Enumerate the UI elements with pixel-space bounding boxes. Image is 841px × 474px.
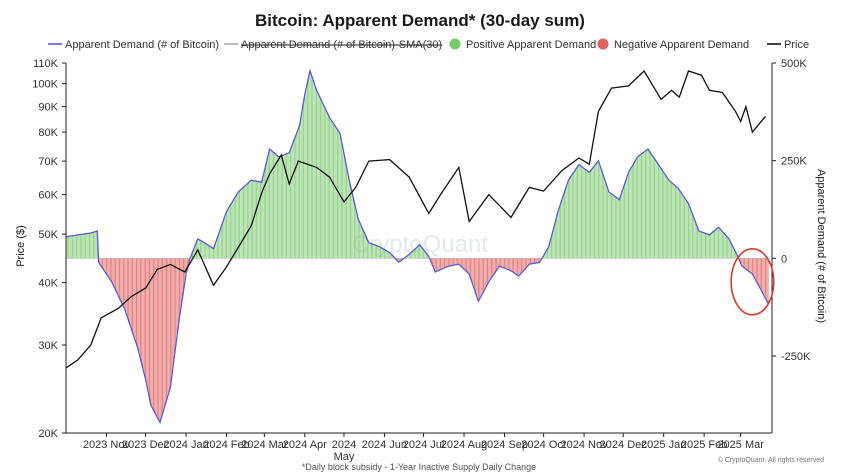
highlight-circle xyxy=(730,247,775,316)
right-tick-label: 250K xyxy=(781,156,807,168)
left-axis: 110K 100K 90K 80K 70K 60K 50K 40K 30K 20K xyxy=(32,58,67,440)
price-line xyxy=(65,69,766,369)
x-tick-label: 2024 Aug xyxy=(441,439,488,451)
left-tick-label: 40K xyxy=(38,278,58,290)
x-tick-label: 2024 xyxy=(332,439,356,451)
price-line-group xyxy=(65,69,766,369)
right-axis-title: Apparent Demand (# of Bitcoin) xyxy=(815,169,827,323)
legend-item: Apparent Demand (# of Bitcoin) xyxy=(48,39,219,51)
footnote: *Daily block subsidy - 1-Year Inactive S… xyxy=(302,462,536,472)
x-tick-label: 2024 Nov xyxy=(561,439,609,451)
x-tick-label: 2024 Apr xyxy=(283,439,327,451)
left-tick-label: 50K xyxy=(38,229,58,241)
x-tick-label: 2024 Mar xyxy=(241,439,288,451)
legend-label: Price xyxy=(784,39,809,51)
legend-swatch xyxy=(449,38,461,50)
left-tick-label: 80K xyxy=(38,127,58,139)
x-tick-label: 2024 Jun xyxy=(362,439,407,451)
left-tick-label: 90K xyxy=(38,102,58,114)
x-tick-label: 2025 Mar xyxy=(717,439,764,451)
x-tick-label: 2025 Feb xyxy=(681,439,727,451)
x-tick-label: 2024 Oct xyxy=(521,439,566,451)
demand-line xyxy=(65,68,769,425)
legend-label: Apparent Demand (# of Bitcoin)-SMA(30) xyxy=(241,39,442,51)
legend-item: Apparent Demand (# of Bitcoin)-SMA(30) xyxy=(224,39,442,51)
legend-swatch xyxy=(597,38,609,50)
x-tick-label: 2024 Jan xyxy=(163,439,208,451)
right-axis: 500K 250K 0 -250K xyxy=(771,58,811,433)
left-tick-label: 110K xyxy=(33,58,59,70)
annotations xyxy=(730,247,775,316)
legend-label: Apparent Demand (# of Bitcoin) xyxy=(65,39,219,51)
x-tick-label: 2024 Jul xyxy=(403,439,445,451)
right-tick-label: 500K xyxy=(781,58,807,70)
left-axis-title: Price ($) xyxy=(15,225,27,267)
legend-item: Negative Apparent Demand xyxy=(597,38,749,51)
x-tick-label: 2024 Dec xyxy=(600,439,648,451)
x-tick-label: 2023 Dec xyxy=(122,439,170,451)
left-tick-label: 30K xyxy=(38,340,58,352)
chart-title: Bitcoin: Apparent Demand* (30-day sum) xyxy=(255,11,585,30)
demand-line-group xyxy=(65,68,769,425)
x-tick-label: 2024 Sep xyxy=(481,439,528,451)
left-tick-label: 60K xyxy=(38,190,58,202)
x-tick-label: 2024 Feb xyxy=(203,439,249,451)
right-tick-label: 0 xyxy=(781,253,787,265)
legend-item: Price xyxy=(767,39,809,51)
x-tick-label: May xyxy=(334,451,355,463)
credit: © CryptoQuant. All rights reserved xyxy=(718,456,824,464)
legend-label: Negative Apparent Demand xyxy=(614,39,749,51)
x-tick-label: 2025 Jan xyxy=(641,439,686,451)
left-tick-label: 100K xyxy=(32,79,58,91)
x-tick-label: 2023 Nov xyxy=(83,439,131,451)
left-tick-label: 70K xyxy=(38,156,58,168)
legend: Apparent Demand (# of Bitcoin) Apparent D… xyxy=(48,38,809,51)
left-tick-label: 20K xyxy=(38,428,58,440)
right-tick-label: -250K xyxy=(781,351,811,363)
legend-label: Positive Apparent Demand xyxy=(466,39,596,51)
legend-item: Positive Apparent Demand xyxy=(449,38,596,51)
